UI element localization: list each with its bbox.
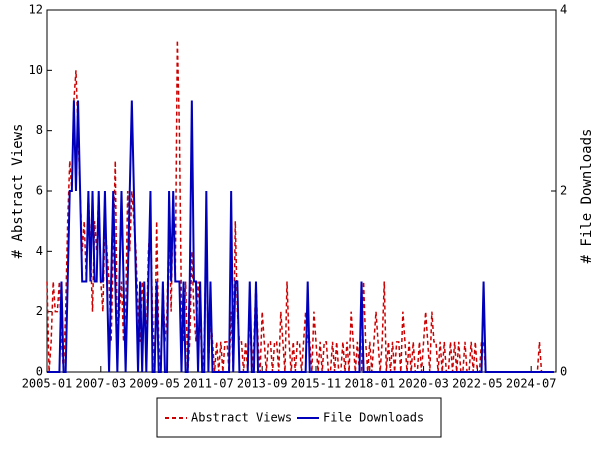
legend-label: Abstract Views xyxy=(191,411,292,425)
x-tick-label: 2015-11 xyxy=(291,377,342,391)
y-tick-label: 12 xyxy=(29,3,43,17)
y2-tick-label: 2 xyxy=(560,184,567,198)
x-tick-label: 2013-09 xyxy=(237,377,288,391)
x-tick-label: 2022-05 xyxy=(452,377,503,391)
y-tick-label: 4 xyxy=(36,244,43,258)
y-tick-label: 2 xyxy=(36,304,43,318)
x-tick-label: 2018-01 xyxy=(344,377,395,391)
y2-tick-label: 4 xyxy=(560,3,567,17)
y-tick-label: 10 xyxy=(29,63,43,77)
legend-label: File Downloads xyxy=(323,411,424,425)
x-tick-label: 2020-03 xyxy=(398,377,449,391)
x-tick-label: 2007-03 xyxy=(76,377,127,391)
y2-tick-label: 0 xyxy=(560,365,567,379)
plot-area xyxy=(46,9,557,373)
y-tick-label: 6 xyxy=(36,184,43,198)
y-tick-label: 0 xyxy=(36,365,43,379)
x-tick-label: 2009-05 xyxy=(129,377,180,391)
y2-axis-label: # File Downloads xyxy=(579,129,595,264)
line-series xyxy=(46,40,554,373)
x-tick-label: 2011-07 xyxy=(183,377,234,391)
y-tick-label: 8 xyxy=(36,123,43,137)
x-tick-label: 2005-01 xyxy=(22,377,73,391)
x-tick-label: 2024-07 xyxy=(506,377,557,391)
line-series xyxy=(47,100,554,373)
y-axis-label: # Abstract Views xyxy=(10,124,26,259)
